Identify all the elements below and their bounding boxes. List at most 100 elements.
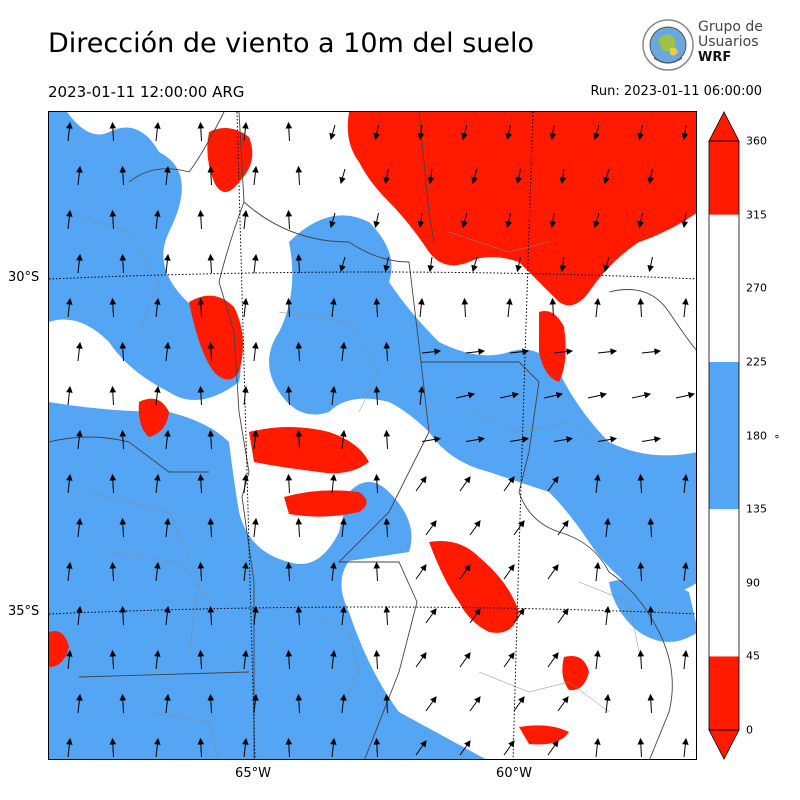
wind-arrow-head — [373, 649, 381, 657]
wind-arrow-head — [339, 264, 346, 273]
wind-arrow-head — [418, 385, 425, 393]
logo-line1: Grupo de — [698, 19, 763, 35]
wind-arrow-head — [681, 133, 689, 141]
wind-arrow-head — [164, 165, 171, 173]
wind-arrow-head — [604, 605, 611, 613]
colorbar-tick-label: 45 — [746, 649, 760, 663]
wind-arrow-head — [340, 429, 347, 437]
wind-arrow-head — [427, 177, 435, 185]
wind-arrow-head — [285, 209, 293, 217]
wind-arrow-head — [252, 605, 259, 613]
wind-arrow-head — [109, 737, 117, 745]
wind-arrow-head — [383, 176, 390, 185]
wind-arrow-head — [603, 264, 610, 273]
wind-arrow-head — [647, 176, 654, 185]
wind-arrow-head — [515, 264, 522, 273]
wind-arrow-head — [594, 649, 601, 657]
fill-red — [49, 112, 696, 745]
wind-arrow-head — [474, 696, 481, 704]
wind-arrow-head — [418, 297, 425, 305]
wind-arrow-head — [637, 649, 645, 657]
colorbar-segment — [709, 509, 739, 657]
wind-arrow-head — [242, 297, 249, 305]
wind-arrow-head — [109, 385, 117, 393]
colorbar-tick-label: 225 — [746, 355, 767, 369]
wind-arrow-head — [295, 605, 303, 613]
wind-arrow-head — [383, 341, 391, 349]
wind-arrow-head — [505, 132, 512, 141]
wind-arrow-head — [119, 165, 127, 173]
wind-arrow-head — [164, 693, 171, 701]
wind-arrow-head — [637, 561, 645, 569]
wind-arrow-head — [109, 473, 117, 481]
lat-label-30s: 30°S — [8, 270, 40, 285]
wind-arrow-head — [109, 121, 117, 129]
logo-line2: Usuarios — [698, 34, 759, 50]
wind-arrow-head — [252, 341, 259, 349]
wind-arrow-head — [76, 605, 83, 613]
wind-arrow-head — [154, 737, 161, 745]
wind-arrow-head — [154, 297, 161, 305]
wind-arrow-head — [242, 473, 249, 481]
wind-arrow-head — [76, 429, 83, 437]
wind-arrow-head — [285, 473, 293, 481]
wind-arrow-head — [330, 385, 337, 393]
wind-arrow-head — [637, 737, 645, 745]
wind-arrow-head — [474, 520, 481, 528]
wind-arrow-head — [383, 693, 391, 701]
wind-arrow-head — [154, 385, 161, 393]
wind-arrow-head — [417, 221, 425, 229]
colorbar-tick-label: 90 — [746, 576, 760, 590]
wind-arrow-head — [637, 132, 644, 141]
colorbar — [708, 111, 740, 760]
wind-arrow-head — [654, 436, 662, 443]
map-canvas — [49, 112, 696, 759]
wind-arrow-head — [295, 693, 303, 701]
colorbar-tick-label: 0 — [746, 723, 753, 737]
wind-arrow-head — [242, 649, 249, 657]
wind-arrow-head — [478, 348, 486, 355]
wind-arrow-head — [339, 176, 346, 185]
wind-arrow-head — [417, 133, 425, 141]
wind-arrow-head — [508, 476, 515, 484]
wind-arrow-head — [329, 220, 336, 229]
wind-arrow-head — [383, 429, 391, 437]
wind-arrow-head — [549, 297, 557, 305]
valid-time: 2023-01-11 12:00:00 ARG — [48, 83, 245, 101]
wind-arrow-head — [643, 391, 652, 399]
wind-arrow-head — [207, 605, 215, 613]
wind-arrow-head — [109, 649, 117, 657]
wind-arrow-head — [207, 165, 215, 173]
wind-arrow-head — [603, 176, 610, 185]
wind-arrow-head — [511, 391, 520, 399]
wind-arrow-head — [562, 696, 569, 704]
wind-arrow-head — [654, 348, 662, 355]
wind-arrow-head — [295, 253, 303, 261]
wind-arrow-head — [197, 473, 205, 481]
wind-arrow-head — [76, 693, 83, 701]
wind-arrow-head — [207, 253, 215, 261]
wind-arrow-head — [164, 341, 171, 349]
wind-arrow-head — [207, 693, 215, 701]
wind-arrow-head — [285, 561, 293, 569]
wind-arrow-head — [461, 297, 469, 305]
wind-arrow-head — [252, 517, 259, 525]
wind-arrow-head — [66, 473, 73, 481]
wind-arrow-head — [164, 517, 171, 525]
wind-arrow-head — [467, 391, 476, 399]
wind-arrow-head — [207, 517, 215, 525]
department-borders — [68, 211, 640, 759]
wind-arrow-head — [154, 473, 161, 481]
colorbar-segment — [709, 361, 739, 510]
wind-arrow-head — [66, 297, 73, 305]
wind-arrow-head — [681, 221, 689, 229]
wind-arrow-head — [430, 696, 437, 704]
wind-arrow-head — [518, 520, 525, 528]
wind-arrow-head — [285, 649, 293, 657]
wind-arrow-head — [464, 476, 471, 484]
wind-arrow-head — [593, 220, 600, 229]
wind-arrow-head — [330, 297, 337, 305]
wind-arrow-head — [154, 121, 161, 129]
wind-arrow-head — [549, 133, 557, 141]
wind-arrow-head — [599, 391, 608, 399]
